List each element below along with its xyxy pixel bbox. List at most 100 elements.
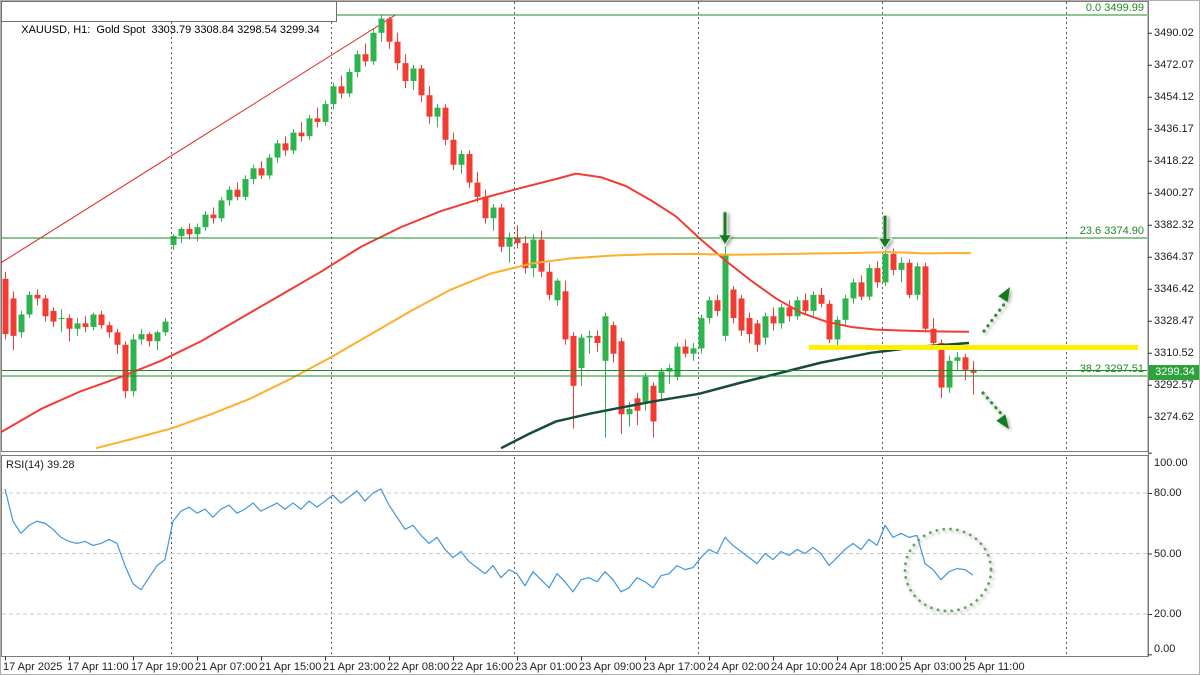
rsi-axis-label: 80.00: [1154, 487, 1182, 499]
price-axis-label: 3490.02: [1154, 26, 1194, 39]
candle: [778, 303, 785, 329]
candle: [514, 225, 521, 249]
rsi-axis-label: 50.00: [1154, 547, 1182, 560]
price-axis-label: 3292.57: [1154, 378, 1194, 391]
candle: [954, 351, 961, 370]
candle: [802, 293, 809, 315]
candle: [170, 234, 177, 251]
candle: [130, 334, 137, 397]
candle: [658, 367, 665, 401]
candle: [146, 332, 153, 347]
candle: [914, 262, 921, 301]
time-axis-label: 22 Apr 16:00: [451, 661, 514, 673]
candle: [642, 373, 649, 411]
candle: [618, 337, 625, 434]
fib-level-label: 38.2 3297.51: [1079, 362, 1144, 375]
candle: [18, 310, 25, 338]
candle: [818, 287, 825, 308]
candle: [650, 382, 657, 438]
candle: [970, 360, 977, 395]
current-price-badge: 3299.34: [1149, 365, 1199, 380]
candle: [922, 262, 929, 333]
price-axis-label: 3400.27: [1154, 186, 1194, 199]
candle: [866, 264, 873, 301]
candle: [306, 114, 313, 140]
candle: [378, 14, 385, 42]
candle: [394, 32, 401, 71]
dotted-arrow-up-icon: [982, 287, 1010, 333]
axis-ticks: [5, 32, 1152, 661]
price-axis-label: 3436.17: [1154, 122, 1194, 135]
candle: [82, 316, 89, 333]
fibonacci-lines: [2, 14, 1147, 377]
time-axis-label: 22 Apr 08:00: [387, 661, 450, 673]
grid-lines: [2, 2, 1147, 655]
time-axis-label: 21 Apr 07:00: [195, 661, 258, 673]
candle: [682, 339, 689, 358]
time-axis-label: 24 Apr 18:00: [835, 661, 898, 673]
candle: [554, 278, 561, 306]
sell-signal-arrows: [717, 211, 893, 250]
candle: [34, 289, 41, 306]
candle: [98, 310, 105, 329]
candle: [530, 234, 537, 278]
candle: [842, 294, 849, 326]
candle: [194, 223, 201, 242]
candle: [706, 296, 713, 324]
candle: [42, 294, 49, 322]
candle: [506, 232, 513, 263]
candle: [450, 132, 457, 171]
candle: [858, 275, 865, 301]
sell-arrow-icon: [877, 214, 893, 250]
candle: [162, 318, 169, 336]
candle: [442, 104, 449, 146]
candle: [346, 68, 353, 97]
chart-title: XAUUSD, H1: Gold Spot 3303.79 3308.84 32…: [21, 24, 320, 36]
time-axis-label: 23 Apr 01:00: [515, 661, 578, 673]
candle: [178, 227, 185, 244]
rsi-axis-label: 0.00: [1154, 643, 1176, 655]
candle: [298, 121, 305, 142]
time-axis-label: 23 Apr 17:00: [643, 661, 706, 673]
candle: [770, 307, 777, 331]
candle: [122, 341, 129, 399]
price-axis-label: 3454.12: [1154, 90, 1194, 103]
dotted-arrow-down-icon: [981, 391, 1009, 429]
candle: [202, 211, 209, 231]
candle: [898, 257, 905, 283]
candle: [714, 294, 721, 317]
candle: [218, 196, 225, 222]
price-axis-label: 3274.62: [1154, 410, 1194, 423]
candle: [314, 107, 321, 128]
candle: [354, 50, 361, 78]
rsi-indicator-label: RSI(14) 39.28: [6, 459, 75, 471]
candle: [290, 129, 297, 155]
sell-arrow-icon: [717, 211, 733, 246]
candle: [546, 262, 553, 301]
candle: [594, 330, 601, 352]
time-axis-label: 23 Apr 09:00: [579, 661, 642, 673]
candle: [370, 29, 377, 65]
candle: [50, 307, 57, 327]
candle: [338, 75, 345, 99]
candle: [234, 182, 241, 201]
candle: [410, 64, 417, 90]
candle: [426, 86, 433, 124]
candle: [114, 328, 121, 354]
candle: [474, 171, 481, 203]
candle: [850, 278, 857, 304]
candle: [610, 321, 617, 363]
candle: [226, 186, 233, 206]
rsi-highlight-circle-icon: [903, 527, 993, 613]
candle: [258, 161, 265, 179]
ma-red-line: [1, 172, 970, 433]
candle: [746, 312, 753, 343]
candle: [402, 54, 409, 89]
rsi-axis-label: 100.00: [1154, 457, 1188, 469]
candle: [666, 364, 673, 385]
price-axis-label: 3328.47: [1154, 314, 1194, 327]
candle: [322, 100, 329, 126]
candle: [138, 328, 145, 345]
candle: [418, 64, 425, 103]
